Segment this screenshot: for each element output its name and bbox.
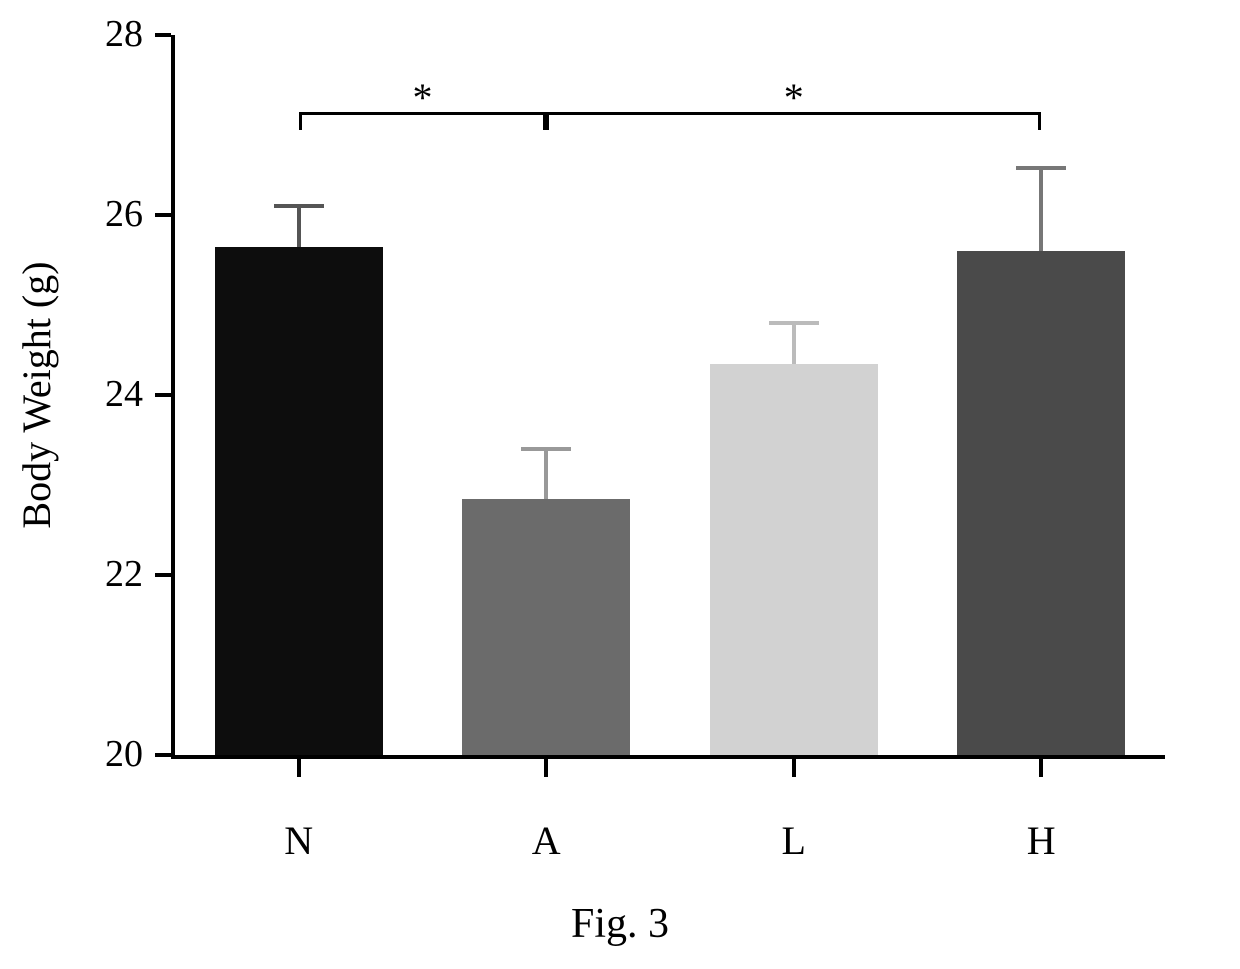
x-category-label: L <box>670 817 918 864</box>
significance-bracket <box>1038 112 1041 130</box>
x-category-label: N <box>175 817 423 864</box>
y-tick <box>155 33 171 37</box>
x-category-label: A <box>423 817 671 864</box>
x-tick <box>297 759 301 777</box>
x-tick <box>1039 759 1043 777</box>
x-category-label: H <box>918 817 1166 864</box>
y-tick-label: 28 <box>73 12 143 56</box>
bar <box>957 251 1125 755</box>
x-axis <box>171 755 1165 759</box>
significance-bracket <box>299 112 302 130</box>
error-bar-cap <box>274 204 324 208</box>
error-bar <box>544 449 548 499</box>
error-bar <box>792 323 796 364</box>
y-tick <box>155 753 171 757</box>
significance-marker: * <box>764 74 824 121</box>
y-axis <box>171 35 175 759</box>
page: 20 22 24 26 28 Body Weight (g) NALH * * Fig. 3 <box>0 0 1240 969</box>
error-bar <box>1039 168 1043 251</box>
y-tick-label: 20 <box>73 732 143 776</box>
y-tick-label: 24 <box>73 372 143 416</box>
bar-chart: 20 22 24 26 28 Body Weight (g) NALH * * Fig. 3 <box>0 0 1240 969</box>
bar <box>710 364 878 756</box>
y-tick-label: 26 <box>73 192 143 236</box>
error-bar-cap <box>1016 166 1066 170</box>
figure-caption: Fig. 3 <box>0 900 1240 948</box>
x-tick <box>792 759 796 777</box>
y-tick <box>155 393 171 397</box>
error-bar-cap <box>769 321 819 325</box>
x-tick <box>544 759 548 777</box>
error-bar <box>297 206 301 247</box>
bar <box>462 499 630 756</box>
bar <box>215 247 383 756</box>
y-tick <box>155 213 171 217</box>
significance-marker: * <box>393 74 453 121</box>
error-bar-cap <box>521 447 571 451</box>
y-tick <box>155 573 171 577</box>
y-axis-label: Body Weight (g) <box>13 195 61 595</box>
significance-bracket <box>546 112 549 130</box>
y-tick-label: 22 <box>73 552 143 596</box>
